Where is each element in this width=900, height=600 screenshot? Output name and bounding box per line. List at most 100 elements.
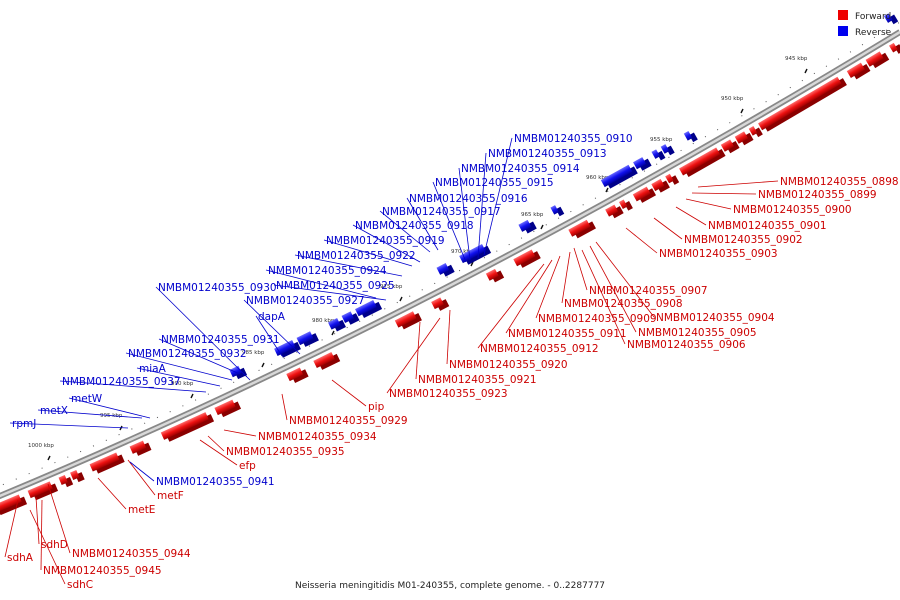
forward-gene[interactable] [313,350,341,371]
gene-label-nmbm01240355-0931[interactable]: NMBM01240355_0931 [161,334,280,346]
gene-label-nmbm01240355-0916[interactable]: NMBM01240355_0916 [409,193,528,205]
label-leader-line [505,259,553,334]
gene-label-nmbm01240355-0908[interactable]: NMBM01240355_0908 [564,298,683,310]
legend-reverse-swatch [838,26,848,36]
forward-gene[interactable] [286,366,309,385]
gene-label-nmbm01240355-0899[interactable]: NMBM01240355_0899 [758,189,877,201]
forward-gene[interactable] [748,124,763,139]
gene-label-efp[interactable]: efp [239,460,256,472]
tick-label: 960 kbp [586,175,609,181]
label-leader-line [595,241,655,318]
gene-label-nmbm01240355-0932[interactable]: NMBM01240355_0932 [128,348,247,360]
forward-gene[interactable] [679,145,726,178]
forward-gene[interactable] [431,296,450,313]
gene-label-metx[interactable]: metX [40,405,68,417]
gene-label-nmbm01240355-0911[interactable]: NMBM01240355_0911 [508,328,627,340]
gene-label-nmbm01240355-0906[interactable]: NMBM01240355_0906 [627,339,746,351]
gene-label-nmbm01240355-0921[interactable]: NMBM01240355_0921 [418,374,537,386]
gene-label-mete[interactable]: metE [128,504,155,516]
reverse-gene[interactable] [633,155,652,173]
forward-gene[interactable] [651,177,670,195]
forward-gene[interactable] [846,61,871,82]
gene-label-nmbm01240355-0929[interactable]: NMBM01240355_0929 [289,415,408,427]
forward-gene[interactable] [665,172,680,187]
forward-gene[interactable] [720,137,740,155]
gene-label-nmbm01240355-0935[interactable]: NMBM01240355_0935 [226,446,345,458]
reverse-gene[interactable] [341,310,360,327]
forward-gene[interactable] [485,267,505,284]
forward-gene[interactable] [70,468,85,483]
gene-label-nmbm01240355-0913[interactable]: NMBM01240355_0913 [488,148,607,160]
gene-label-nmbm01240355-0924[interactable]: NMBM01240355_0924 [268,265,387,277]
gene-label-sdhd[interactable]: sdhD [41,539,68,551]
gene-label-nmbm01240355-0945[interactable]: NMBM01240355_0945 [43,565,162,577]
reverse-gene[interactable] [518,218,537,235]
gene-label-nmbm01240355-0904[interactable]: NMBM01240355_0904 [656,312,775,324]
gene-label-miaa[interactable]: miaA [139,363,167,375]
gene-label-nmbm01240355-0937[interactable]: NMBM01240355_0937 [62,376,181,388]
gene-label-nmbm01240355-0941[interactable]: NMBM01240355_0941 [156,476,275,488]
forward-gene[interactable] [513,248,541,270]
gene-label-metw[interactable]: metW [71,393,103,405]
forward-gene[interactable] [734,129,754,147]
forward-gene[interactable] [89,451,125,475]
gene-label-nmbm01240355-0918[interactable]: NMBM01240355_0918 [355,220,474,232]
reverse-gene[interactable] [328,316,346,333]
gene-label-nmbm01240355-0925[interactable]: NMBM01240355_0925 [276,280,395,292]
forward-gene[interactable] [605,203,624,221]
label-leader-line [477,263,545,349]
label-leader-line [199,439,238,466]
forward-gene[interactable] [394,309,422,331]
forward-gene[interactable] [27,480,59,502]
gene-label-sdha[interactable]: sdhA [7,552,34,564]
gene-label-nmbm01240355-0914[interactable]: NMBM01240355_0914 [461,163,580,175]
reverse-gene[interactable] [600,163,638,191]
gene-label-nmbm01240355-0934[interactable]: NMBM01240355_0934 [258,431,377,443]
reverse-gene[interactable] [436,261,455,278]
gene-label-nmbm01240355-0930[interactable]: NMBM01240355_0930 [158,282,277,294]
forward-gene[interactable] [160,410,215,443]
reverse-gene[interactable] [651,147,666,162]
forward-gene[interactable] [618,198,633,213]
reverse-gene[interactable] [296,330,319,349]
gene-label-nmbm01240355-0902[interactable]: NMBM01240355_0902 [684,234,803,246]
gene-label-nmbm01240355-0901[interactable]: NMBM01240355_0901 [708,220,827,232]
gene-label-nmbm01240355-0903[interactable]: NMBM01240355_0903 [659,248,778,260]
gene-label-nmbm01240355-0905[interactable]: NMBM01240355_0905 [638,327,757,339]
gene-label-nmbm01240355-0898[interactable]: NMBM01240355_0898 [780,176,899,188]
gene-label-nmbm01240355-0923[interactable]: NMBM01240355_0923 [389,388,508,400]
forward-gene[interactable] [0,493,28,517]
forward-gene[interactable] [568,218,596,240]
forward-gene[interactable] [632,185,657,205]
gene-label-nmbm01240355-0944[interactable]: NMBM01240355_0944 [72,548,191,560]
forward-gene[interactable] [758,75,847,134]
gene-label-nmbm01240355-0922[interactable]: NMBM01240355_0922 [297,250,416,262]
gene-label-nmbm01240355-0910[interactable]: NMBM01240355_0910 [514,133,633,145]
gene-label-nmbm01240355-0900[interactable]: NMBM01240355_0900 [733,204,852,216]
reverse-gene[interactable] [683,129,698,144]
forward-gene[interactable] [129,439,152,458]
gene-label-nmbm01240355-0919[interactable]: NMBM01240355_0919 [326,235,445,247]
reverse-gene[interactable] [355,298,383,320]
reverse-gene[interactable] [660,142,675,157]
gene-label-pip[interactable]: pip [368,401,385,413]
gene-label-nmbm01240355-0920[interactable]: NMBM01240355_0920 [449,359,568,371]
forward-gene[interactable] [889,41,900,56]
forward-gene[interactable] [214,398,242,419]
forward-gene[interactable] [58,473,74,488]
gene-label-nmbm01240355-0907[interactable]: NMBM01240355_0907 [589,285,708,297]
gene-label-metf[interactable]: metF [157,490,184,502]
gene-label-nmbm01240355-0912[interactable]: NMBM01240355_0912 [480,343,599,355]
label-leader-line [653,217,683,240]
gene-label-nmbm01240355-0909[interactable]: NMBM01240355_0909 [538,313,657,325]
reverse-gene[interactable] [229,364,248,381]
gene-label-dapa[interactable]: dapA [258,311,286,323]
gene-label-sdhc[interactable]: sdhC [67,579,93,591]
forward-gene[interactable] [865,49,890,70]
reverse-gene[interactable] [550,203,565,218]
gene-label-rpmj[interactable]: rpmJ [12,418,36,430]
gene-label-nmbm01240355-0917[interactable]: NMBM01240355_0917 [382,206,501,218]
gene-label-nmbm01240355-0915[interactable]: NMBM01240355_0915 [435,177,554,189]
reverse-gene[interactable] [883,11,899,26]
gene-label-nmbm01240355-0927[interactable]: NMBM01240355_0927 [246,295,365,307]
